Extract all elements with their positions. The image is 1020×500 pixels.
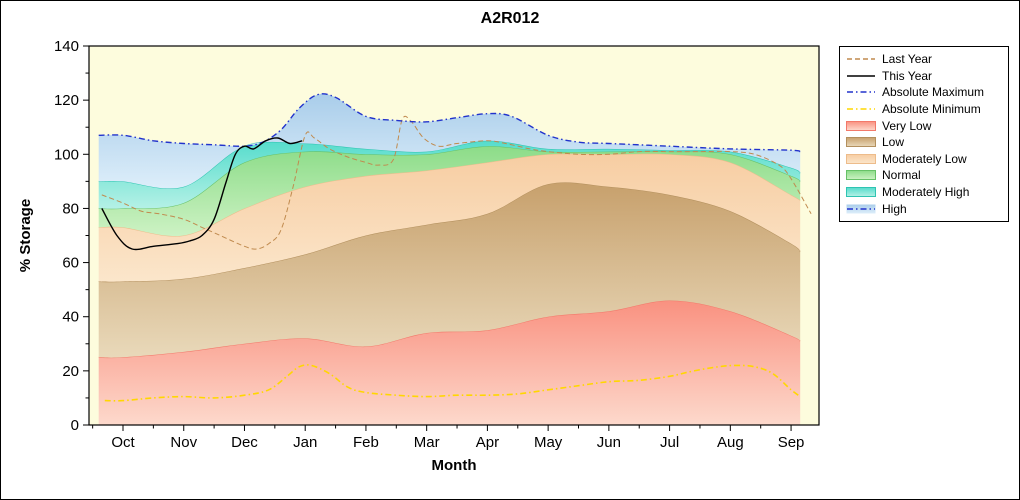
band-very-low	[98, 300, 801, 425]
y-tick-label: 40	[62, 309, 79, 326]
x-tick-label: Jan	[293, 434, 317, 451]
y-tick-label: 20	[62, 363, 79, 380]
page-title: A2R012	[480, 10, 540, 27]
x-tick-label: Jun	[597, 434, 621, 451]
legend-item-absolute-minimum: Absolute Minimum	[846, 101, 1002, 118]
legend-label: Absolute Minimum	[882, 102, 981, 117]
legend-label: Last Year	[882, 52, 933, 67]
x-tick-label: Oct	[111, 434, 135, 451]
legend-item-normal: Normal	[846, 167, 1002, 184]
legend-item-low: Low	[846, 134, 1002, 151]
y-tick-label: 0	[71, 417, 79, 434]
legend-label: Absolute Maximum	[882, 85, 985, 100]
x-axis-label: Month	[431, 457, 477, 474]
band-normal	[98, 146, 801, 237]
legend-label: Very Low	[882, 118, 932, 133]
line-this-year	[101, 137, 303, 251]
legend: Last Year This Year Absolute Maximum Absolu…	[839, 46, 1009, 222]
legend-label: High	[882, 201, 907, 216]
legend-item-last-year: Last Year	[846, 51, 1002, 68]
legend-sample-low	[846, 137, 876, 148]
legend-label: Normal	[882, 168, 921, 183]
legend-sample-very-low	[846, 120, 876, 131]
legend-sample-high	[846, 204, 876, 214]
band-low	[98, 182, 801, 358]
legend-item-very-low: Very Low	[846, 117, 1002, 134]
line-absolute-minimum	[104, 364, 801, 402]
y-tick-label: 140	[54, 38, 79, 55]
band-moderately-low	[98, 153, 801, 282]
line-last-year	[101, 115, 812, 250]
legend-item-high: High	[846, 200, 1002, 217]
legend-sample-normal	[846, 170, 876, 181]
legend-sample-this-year	[847, 75, 875, 77]
x-tick-label: May	[534, 434, 563, 451]
legend-label: Moderately High	[882, 185, 970, 200]
y-tick-label: 120	[54, 92, 79, 109]
x-tick-label: Jul	[660, 434, 679, 451]
legend-sample-moderately-low	[846, 153, 876, 164]
line-absolute-maximum	[98, 93, 801, 153]
legend-label: This Year	[882, 68, 933, 83]
y-tick-label: 100	[54, 146, 79, 163]
x-tick-label: Aug	[717, 434, 744, 451]
y-tick-label: 60	[62, 255, 79, 272]
band-moderately-high	[98, 140, 801, 209]
legend-sample-absolute-maximum	[847, 91, 875, 94]
legend-sample-absolute-minimum	[847, 108, 875, 110]
legend-item-moderately-high: Moderately High	[846, 184, 1002, 201]
x-tick-label: Nov	[170, 434, 197, 451]
legend-item-this-year: This Year	[846, 68, 1002, 85]
legend-item-moderately-low: Moderately Low	[846, 151, 1002, 168]
legend-label: Moderately Low	[882, 151, 967, 166]
legend-item-absolute-maximum: Absolute Maximum	[846, 84, 1002, 101]
y-axis-label: % Storage	[17, 198, 34, 273]
x-tick-label: Dec	[231, 434, 258, 451]
x-tick-label: Mar	[414, 434, 440, 451]
bands-group	[98, 93, 812, 425]
legend-sample-moderately-high	[846, 187, 876, 198]
legend-label: Low	[882, 135, 905, 150]
band-high	[98, 93, 801, 189]
x-tick-label: Sep	[778, 434, 805, 451]
x-tick-label: Feb	[353, 434, 379, 451]
legend-sample-last-year	[847, 58, 875, 61]
y-tick-label: 80	[62, 200, 79, 217]
x-tick-label: Apr	[476, 434, 499, 451]
